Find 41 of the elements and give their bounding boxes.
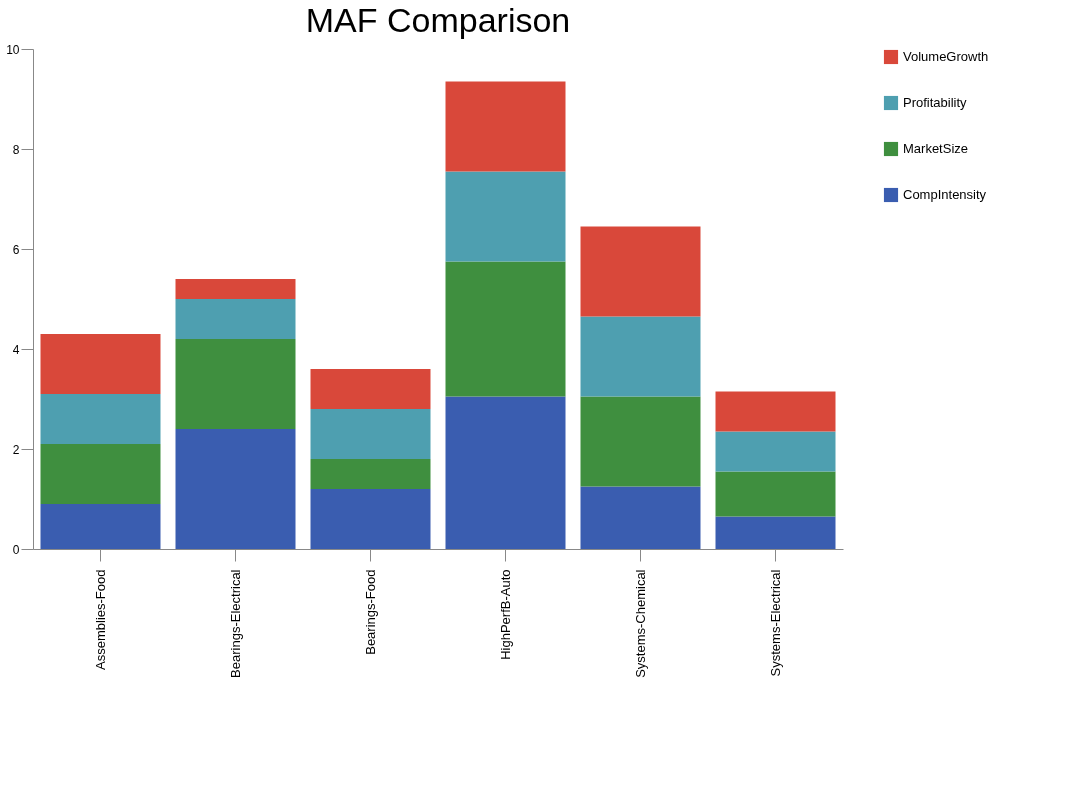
- legend-label: VolumeGrowth: [903, 49, 989, 64]
- bar: [580, 486, 701, 549]
- bar: [175, 429, 296, 549]
- bar: [715, 516, 836, 549]
- x-tick-label: Systems-Electrical: [767, 569, 783, 677]
- chart-title: MAF Comparison: [305, 1, 571, 39]
- bar: [310, 409, 431, 459]
- bar: [40, 394, 161, 444]
- legend-label: CompIntensity: [903, 187, 987, 202]
- x-tick-label: Assemblies-Food: [92, 569, 108, 670]
- bar: [40, 504, 161, 549]
- bar: [175, 299, 296, 339]
- y-tick-label: 6: [12, 242, 20, 257]
- legend-label: MarketSize: [903, 141, 969, 156]
- bar: [445, 261, 566, 397]
- x-tick-label: Systems-Chemical: [632, 569, 648, 678]
- bar: [310, 369, 431, 409]
- x-tick-label: Bearings-Electrical: [227, 569, 243, 678]
- y-tick-label: 0: [12, 542, 20, 557]
- bar: [715, 471, 836, 517]
- bar: [175, 279, 296, 299]
- bar: [445, 171, 566, 262]
- bar: [40, 334, 161, 394]
- y-tick-label: 2: [12, 442, 20, 457]
- bar: [445, 396, 566, 549]
- bar: [175, 339, 296, 429]
- legend-label: Profitability: [903, 95, 968, 110]
- x-tick-label: HighPerfB-Auto: [497, 569, 513, 660]
- bar: [40, 444, 161, 504]
- bar: [310, 459, 431, 489]
- bar: [580, 316, 701, 397]
- bar: [715, 391, 836, 432]
- y-tick-label: 10: [6, 42, 20, 57]
- y-tick-label: 4: [12, 342, 20, 357]
- bar: [715, 431, 836, 472]
- y-tick-label: 8: [12, 142, 20, 157]
- bar: [580, 396, 701, 487]
- x-tick-label: Bearings-Food: [362, 569, 378, 655]
- bar: [310, 489, 431, 549]
- bar: [580, 226, 701, 317]
- bar: [445, 81, 566, 172]
